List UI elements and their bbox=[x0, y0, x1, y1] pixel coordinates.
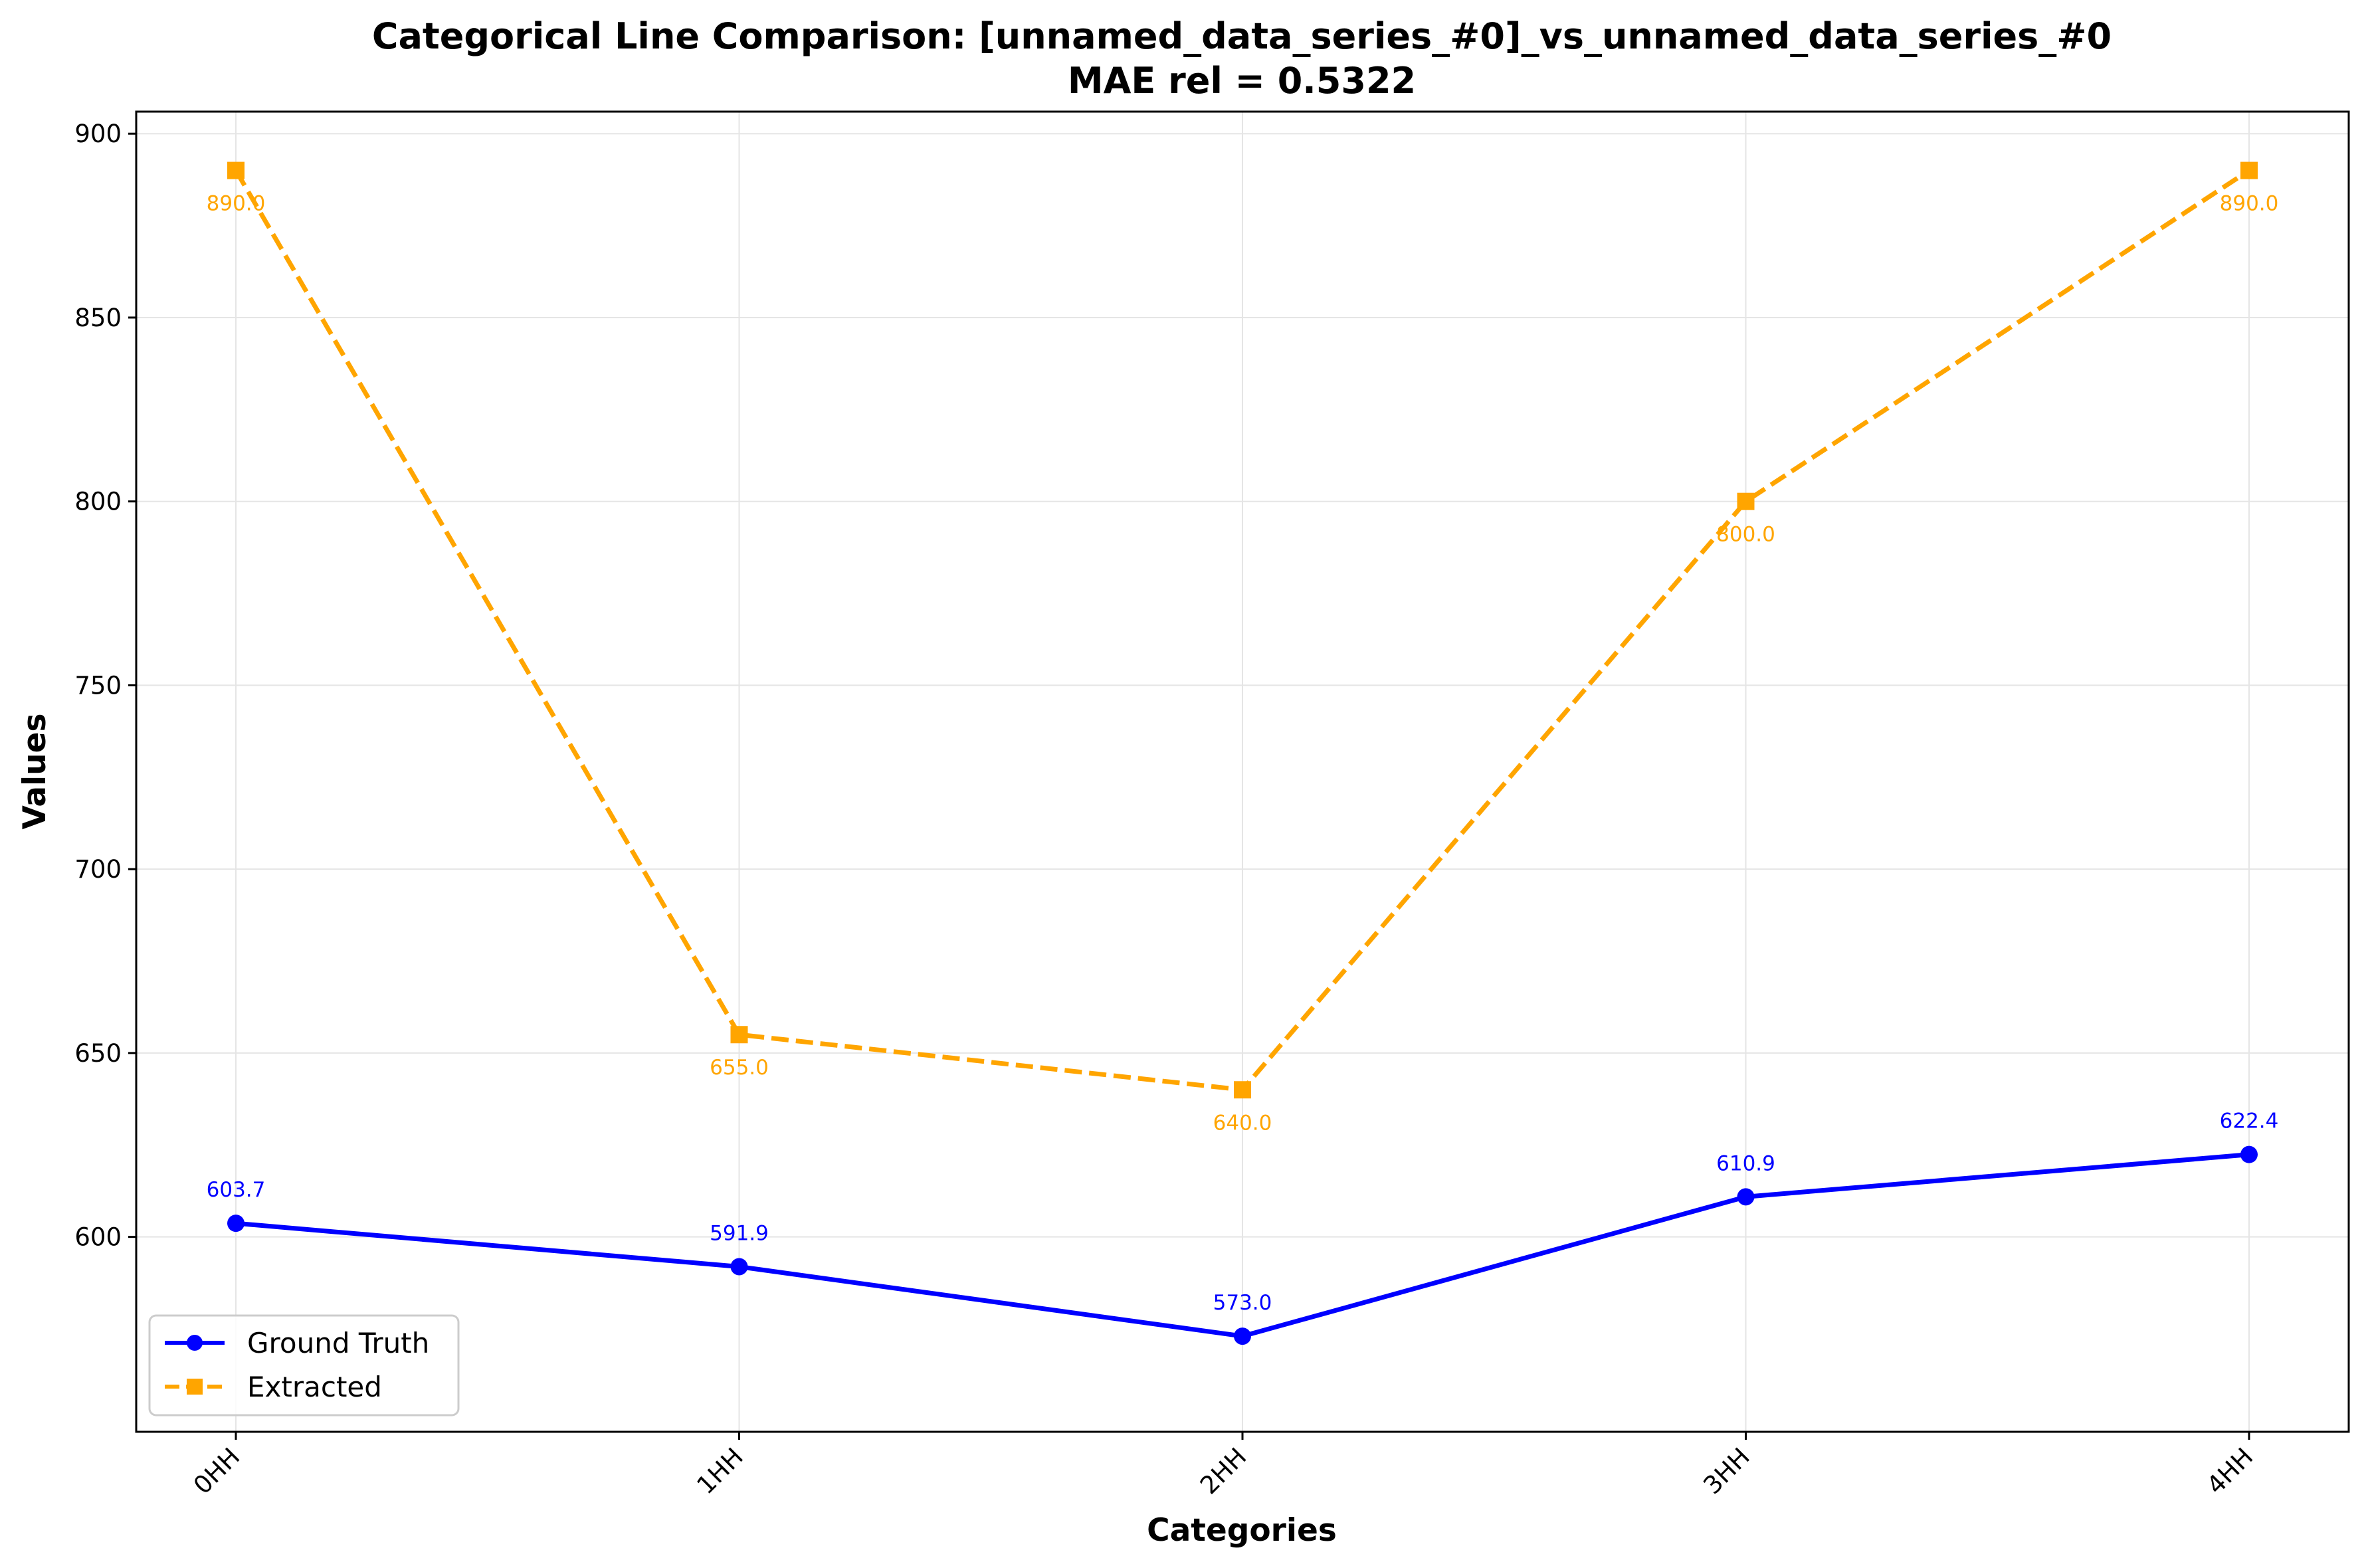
data-label-ground-truth: 591.9 bbox=[710, 1221, 769, 1245]
chart-title-line2: MAE rel = 0.5322 bbox=[1068, 60, 1416, 102]
series-layer bbox=[227, 161, 2258, 1345]
legend-marker-ground-truth bbox=[187, 1335, 203, 1351]
data-label-extracted: 640.0 bbox=[1213, 1111, 1272, 1135]
y-tick-label: 650 bbox=[74, 1039, 122, 1068]
y-tick-label: 700 bbox=[74, 855, 122, 884]
data-point-ground-truth bbox=[227, 1215, 245, 1232]
data-label-ground-truth: 610.9 bbox=[1716, 1151, 1775, 1175]
data-point-extracted bbox=[730, 1026, 748, 1044]
y-tick-label: 850 bbox=[74, 304, 122, 332]
data-point-extracted bbox=[1234, 1081, 1251, 1099]
data-label-extracted: 655.0 bbox=[710, 1056, 769, 1080]
grid-layer bbox=[136, 112, 2349, 1432]
legend: Ground Truth Extracted bbox=[148, 1314, 460, 1417]
data-label-extracted: 890.0 bbox=[2220, 192, 2279, 216]
y-tick-label: 900 bbox=[74, 120, 122, 148]
legend-box bbox=[148, 1314, 460, 1417]
y-tick-label: 600 bbox=[74, 1223, 122, 1252]
data-label-extracted: 800.0 bbox=[1716, 523, 1775, 547]
data-label-ground-truth: 622.4 bbox=[2220, 1110, 2279, 1133]
legend-label-ground-truth: Ground Truth bbox=[247, 1327, 429, 1359]
data-point-extracted bbox=[2240, 161, 2258, 179]
legend-marker-extracted bbox=[187, 1379, 203, 1395]
data-label-ground-truth: 603.7 bbox=[207, 1178, 266, 1202]
y-tick-label: 800 bbox=[74, 488, 122, 516]
y-axis-label: Values bbox=[17, 714, 53, 830]
data-label-layer: 603.7 591.9 573.0 610.9 622.4 890.0 655.0 640.0… bbox=[207, 192, 2279, 1316]
data-point-extracted bbox=[1737, 492, 1755, 510]
x-axis-label: Categories bbox=[1147, 1512, 1337, 1549]
data-point-ground-truth bbox=[1737, 1188, 1755, 1206]
data-point-ground-truth bbox=[2240, 1145, 2258, 1163]
data-point-extracted bbox=[227, 161, 245, 179]
chart-title-line1: Categorical Line Comparison: [unnamed_da… bbox=[372, 15, 2112, 57]
legend-label-extracted: Extracted bbox=[247, 1371, 382, 1403]
data-point-ground-truth bbox=[1234, 1327, 1251, 1345]
y-tick-label: 750 bbox=[74, 671, 122, 700]
data-label-ground-truth: 573.0 bbox=[1213, 1291, 1272, 1315]
data-label-extracted: 890.0 bbox=[207, 192, 266, 216]
y-tick-layer: 600 650 700 750 800 850 900 bbox=[74, 120, 136, 1252]
data-point-ground-truth bbox=[730, 1258, 748, 1276]
